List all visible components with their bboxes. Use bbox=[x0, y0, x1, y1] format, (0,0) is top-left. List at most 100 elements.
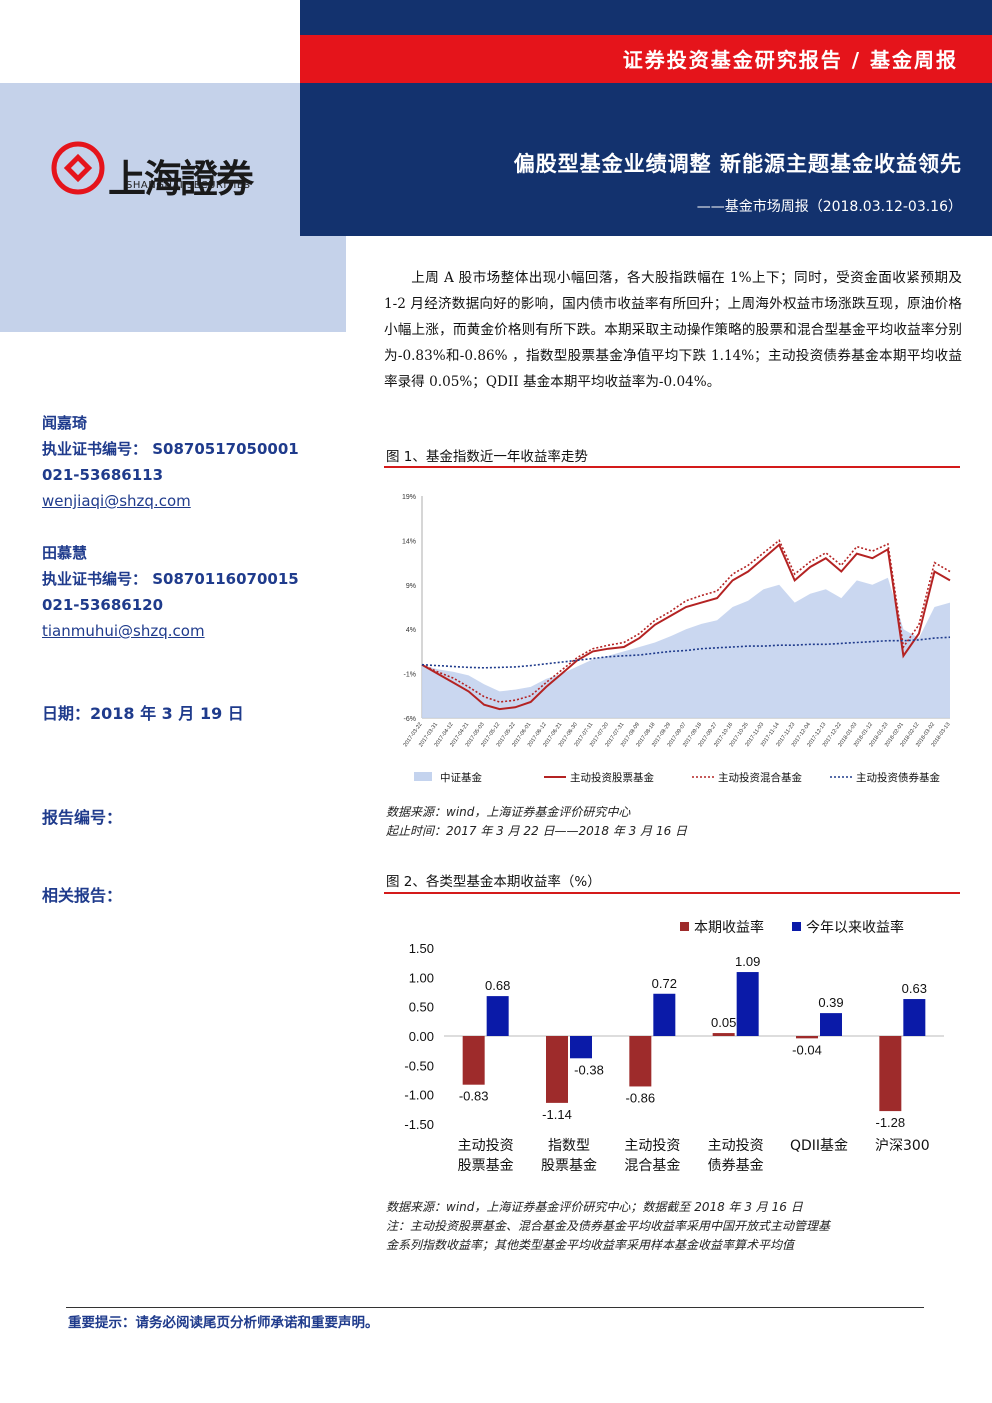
legend-label: 主动投资债券基金 bbox=[856, 771, 940, 784]
figure-2-note-line-2: 金系列指数收益率；其他类型基金平均收益率采用样本基金收益率算术平均值 bbox=[386, 1238, 795, 1252]
y-tick-label: 1.00 bbox=[409, 970, 434, 985]
data-label: 0.68 bbox=[485, 978, 510, 993]
figure-1-rule bbox=[384, 466, 960, 468]
series-line-3 bbox=[421, 636, 951, 669]
legend-label: 本期收益率 bbox=[694, 919, 764, 936]
x-category-label: 股票基金 bbox=[541, 1157, 597, 1174]
bar-1 bbox=[903, 999, 926, 1036]
report-type-bar bbox=[300, 35, 992, 83]
legend-label: 今年以来收益率 bbox=[806, 919, 904, 936]
report-title: 偏股型基金业绩调整 新能源主题基金收益领先 bbox=[513, 152, 962, 176]
report-date: 日期：2018 年 3 月 19 日 bbox=[42, 704, 244, 723]
figure-2-rule bbox=[384, 892, 960, 894]
y-tick-label: -6% bbox=[404, 716, 416, 723]
y-tick-label: 1.50 bbox=[409, 941, 434, 956]
y-tick-label: 0.50 bbox=[409, 1000, 434, 1015]
x-category-label: 主动投资 bbox=[458, 1138, 514, 1154]
data-label: -0.38 bbox=[574, 1062, 604, 1077]
report-number-label: 报告编号： bbox=[42, 808, 123, 827]
analyst-2: 田慕慧 执业证书编号： S0870116070015 021-53686120 … bbox=[42, 540, 299, 644]
data-label: 0.39 bbox=[818, 995, 843, 1010]
bar-1 bbox=[820, 1013, 842, 1036]
figure-1-period-line: 起止时间：2017 年 3 月 22 日——2018 年 3 月 16 日 bbox=[386, 824, 688, 838]
analyst-name: 田慕慧 bbox=[42, 544, 88, 562]
bar-1 bbox=[736, 972, 759, 1036]
analyst-cert: 执业证书编号： S0870116070015 bbox=[42, 570, 299, 588]
bar-0 bbox=[629, 1036, 652, 1087]
figure-2-title: 图 2、各类型基金本期收益率（%） bbox=[386, 874, 601, 890]
y-tick-label: 9% bbox=[406, 583, 416, 590]
report-subtitle: ——基金市场周报（2018.03.12-03.16） bbox=[696, 199, 962, 215]
figure-2-source-line: 数据来源：wind，上海证券基金评价研究中心；数据截至 2018 年 3 月 1… bbox=[386, 1200, 803, 1214]
figure-2-source: 数据来源：wind，上海证券基金评价研究中心；数据截至 2018 年 3 月 1… bbox=[386, 1198, 830, 1255]
series-line-2 bbox=[421, 539, 951, 703]
legend-label: 主动投资股票基金 bbox=[570, 771, 654, 784]
y-tick-label: -0.50 bbox=[404, 1058, 434, 1073]
x-category-label: 债券基金 bbox=[708, 1157, 764, 1174]
data-label: -0.83 bbox=[459, 1089, 489, 1104]
bar-0 bbox=[879, 1036, 902, 1112]
analyst-phone: 021-53686113 bbox=[42, 466, 164, 484]
legend-swatch bbox=[414, 772, 432, 781]
bar-0 bbox=[462, 1036, 485, 1085]
x-category-label: 混合基金 bbox=[624, 1157, 680, 1174]
bar-0 bbox=[546, 1036, 568, 1103]
logo-text-cn: 上海證券 bbox=[108, 156, 254, 201]
figure-2-note-line-1: 注：主动投资股票基金、混合基金及债券基金平均收益率采用中国开放式主动管理基 bbox=[386, 1219, 831, 1233]
footer-notice: 重要提示：请务必阅读尾页分析师承诺和重要声明。 bbox=[68, 1315, 379, 1331]
bar-1 bbox=[653, 993, 676, 1036]
y-tick-label: 19% bbox=[402, 494, 416, 501]
analyst-name: 闻嘉琦 bbox=[42, 414, 88, 432]
legend-label: 主动投资混合基金 bbox=[718, 771, 802, 784]
y-tick-label: -1.50 bbox=[404, 1117, 434, 1132]
summary-paragraph: 上周 A 股市场整体出现小幅回落，各大股指跌幅在 1%上下；同时，受资金面收紧预… bbox=[384, 270, 962, 390]
figure-1-source: 数据来源：wind，上海证券基金评价研究中心 起止时间：2017 年 3 月 2… bbox=[386, 803, 687, 841]
x-category-label: 主动投资 bbox=[708, 1138, 764, 1154]
legend-swatch bbox=[680, 922, 689, 931]
legend-label: 中证基金 bbox=[440, 771, 482, 784]
data-label: -1.14 bbox=[542, 1107, 572, 1122]
bar-1 bbox=[486, 996, 509, 1036]
fund-index-line-chart: 19%14%9%4%-1%-6%2017-03-222017-03-312017… bbox=[402, 494, 952, 784]
bar-0 bbox=[712, 1033, 735, 1036]
y-tick-label: 4% bbox=[406, 627, 416, 634]
footer-rule bbox=[66, 1307, 924, 1308]
figure-1-title: 图 1、基金指数近一年收益率走势 bbox=[386, 449, 588, 465]
analyst-email-link[interactable]: tianmuhui@shzq.com bbox=[42, 622, 205, 640]
x-category-label: 股票基金 bbox=[458, 1157, 514, 1174]
bar-0 bbox=[796, 1036, 818, 1039]
data-label: -0.86 bbox=[626, 1090, 656, 1105]
y-tick-label: 14% bbox=[402, 538, 416, 545]
series-area-0 bbox=[422, 577, 950, 718]
related-reports-label: 相关报告： bbox=[42, 886, 123, 905]
logo-panel bbox=[0, 83, 300, 236]
figure-1-source-line: 数据来源：wind，上海证券基金评价研究中心 bbox=[386, 805, 631, 819]
x-category-label: QDII基金 bbox=[790, 1137, 848, 1154]
analyst-1: 闻嘉琦 执业证书编号： S0870517050001 021-53686113 … bbox=[42, 410, 299, 514]
data-label: 0.05 bbox=[711, 1015, 736, 1030]
analyst-cert: 执业证书编号： S0870517050001 bbox=[42, 440, 299, 458]
legend-swatch bbox=[792, 922, 801, 931]
y-tick-label: -1% bbox=[404, 672, 416, 679]
data-label: 1.09 bbox=[735, 954, 760, 969]
x-category-label: 主动投资 bbox=[624, 1138, 680, 1154]
analyst-email-link[interactable]: wenjiaqi@shzq.com bbox=[42, 492, 191, 510]
header-top-band bbox=[300, 0, 992, 35]
bar-1 bbox=[570, 1036, 592, 1059]
data-label: 0.72 bbox=[652, 976, 677, 991]
fund-return-bar-chart: 1.50 1.00 0.50 0.00 -0.50 -1.00 -1.50 -0.83 0.68… bbox=[404, 919, 944, 1174]
y-tick-label: -1.00 bbox=[404, 1088, 434, 1103]
analyst-phone: 021-53686120 bbox=[42, 596, 164, 614]
series-line-1 bbox=[421, 543, 951, 711]
data-label: -1.28 bbox=[876, 1115, 906, 1130]
left-accent-panel bbox=[0, 236, 346, 332]
data-label: 0.63 bbox=[902, 981, 927, 996]
x-category-label: 指数型 bbox=[548, 1138, 590, 1154]
y-tick-label: 0.00 bbox=[409, 1029, 434, 1044]
logo-text-en: SHANGHAI SECURITIES bbox=[126, 180, 251, 191]
title-panel bbox=[300, 83, 992, 236]
report-type-label: 证券投资基金研究报告 / 基金周报 bbox=[622, 48, 958, 72]
company-logo-icon bbox=[51, 141, 105, 195]
x-category-label: 沪深300 bbox=[875, 1138, 930, 1154]
data-label: -0.04 bbox=[792, 1042, 822, 1057]
